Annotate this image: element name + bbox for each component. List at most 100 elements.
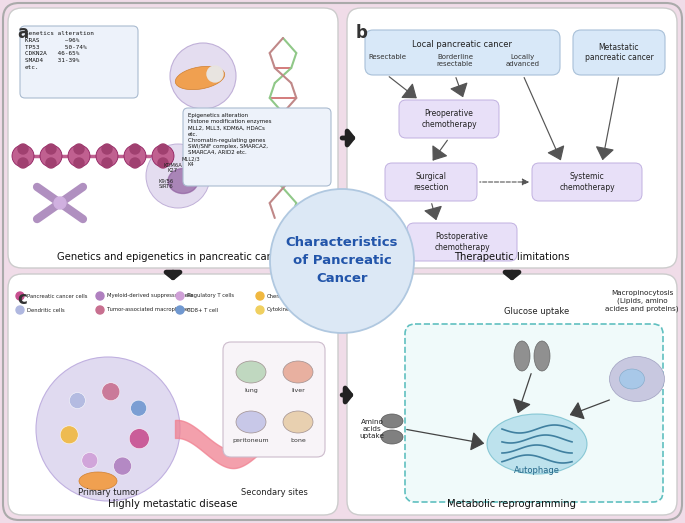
Circle shape: [176, 292, 184, 300]
Text: Tumor-associated macrophages: Tumor-associated macrophages: [107, 308, 191, 313]
Text: a: a: [17, 24, 28, 42]
FancyBboxPatch shape: [573, 30, 665, 75]
Circle shape: [270, 189, 414, 333]
Circle shape: [96, 306, 104, 314]
Circle shape: [96, 145, 118, 167]
Circle shape: [124, 145, 146, 167]
Ellipse shape: [236, 361, 266, 383]
Circle shape: [102, 383, 120, 401]
FancyBboxPatch shape: [20, 26, 138, 98]
Text: bone: bone: [290, 438, 306, 443]
Text: Highly metastatic disease: Highly metastatic disease: [108, 499, 238, 509]
Text: Resectable: Resectable: [368, 54, 406, 60]
Text: Borderline
resectable: Borderline resectable: [437, 54, 473, 67]
Circle shape: [129, 429, 149, 449]
FancyBboxPatch shape: [347, 274, 677, 515]
FancyBboxPatch shape: [399, 100, 499, 138]
Text: CD8+ T cell: CD8+ T cell: [187, 308, 218, 313]
FancyBboxPatch shape: [8, 274, 338, 515]
FancyBboxPatch shape: [365, 30, 560, 75]
Text: Myeloid-derived suppressor cells: Myeloid-derived suppressor cells: [107, 293, 194, 299]
Text: Metastatic
pancreatic cancer: Metastatic pancreatic cancer: [584, 43, 653, 62]
FancyBboxPatch shape: [183, 108, 331, 186]
Text: liver: liver: [291, 388, 305, 393]
Circle shape: [69, 393, 86, 408]
Circle shape: [16, 292, 24, 300]
Text: KDM6A
K27: KDM6A K27: [164, 163, 182, 174]
Circle shape: [16, 306, 24, 314]
Ellipse shape: [487, 414, 587, 474]
Circle shape: [36, 357, 180, 501]
Circle shape: [74, 144, 84, 154]
FancyBboxPatch shape: [3, 3, 682, 520]
Circle shape: [102, 158, 112, 168]
Ellipse shape: [534, 341, 550, 371]
Text: Autophage: Autophage: [514, 466, 560, 475]
Circle shape: [146, 144, 210, 208]
Text: Dendritic cells: Dendritic cells: [27, 308, 65, 313]
Text: lung: lung: [244, 388, 258, 393]
Text: Surgical
resection: Surgical resection: [413, 172, 449, 192]
Circle shape: [256, 306, 264, 314]
FancyBboxPatch shape: [405, 324, 663, 502]
Circle shape: [82, 452, 98, 469]
Ellipse shape: [236, 411, 266, 433]
Circle shape: [170, 43, 236, 109]
Ellipse shape: [168, 168, 198, 194]
Circle shape: [74, 158, 84, 168]
Text: Amino
acids
uptake: Amino acids uptake: [360, 419, 384, 439]
Ellipse shape: [610, 357, 664, 402]
FancyBboxPatch shape: [223, 342, 325, 457]
Ellipse shape: [79, 472, 117, 490]
Circle shape: [18, 158, 28, 168]
Text: Glucose uptake: Glucose uptake: [504, 307, 570, 316]
Circle shape: [102, 144, 112, 154]
Ellipse shape: [381, 430, 403, 444]
Text: Macropinocytosis
(Lipids, amino
acides and proteins): Macropinocytosis (Lipids, amino acides a…: [606, 290, 679, 312]
Circle shape: [158, 158, 168, 168]
Circle shape: [68, 145, 90, 167]
Circle shape: [207, 66, 223, 82]
Text: Preoperative
chemotherapy: Preoperative chemotherapy: [421, 109, 477, 129]
Text: Primary tumor: Primary tumor: [77, 488, 138, 497]
Ellipse shape: [619, 369, 645, 389]
FancyBboxPatch shape: [532, 163, 642, 201]
Ellipse shape: [514, 341, 530, 371]
Text: Regulatory T cells: Regulatory T cells: [187, 293, 234, 299]
Circle shape: [152, 145, 174, 167]
Text: Systemic
chemotherapy: Systemic chemotherapy: [559, 172, 615, 192]
Text: Characteristics
of Pancreatic
Cancer: Characteristics of Pancreatic Cancer: [286, 236, 398, 286]
Text: Chemokines: Chemokines: [267, 293, 299, 299]
Circle shape: [158, 144, 168, 154]
Text: Postoperative
chemotherapy: Postoperative chemotherapy: [434, 232, 490, 252]
Circle shape: [131, 400, 147, 416]
Circle shape: [60, 426, 78, 444]
Text: Genetics alteration
KRAS       ~96%
TP53       50-74%
CDKN2A   46-65%
SMAD4    3: Genetics alteration KRAS ~96% TP53 50-74…: [25, 31, 94, 70]
Text: Metabolic reprogramming: Metabolic reprogramming: [447, 499, 577, 509]
Text: peritoneum: peritoneum: [233, 438, 269, 443]
Text: MLL2/3
K4: MLL2/3 K4: [182, 156, 200, 167]
FancyBboxPatch shape: [347, 8, 677, 268]
Text: Pancreatic cancer cells: Pancreatic cancer cells: [27, 293, 88, 299]
FancyBboxPatch shape: [385, 163, 477, 201]
Circle shape: [130, 158, 140, 168]
Text: Epigenetics alteration
Histone modification enzymes
MLL2, MLL3, KDM6A, HDACs
etc: Epigenetics alteration Histone modificat…: [188, 113, 271, 155]
Text: c: c: [17, 290, 27, 308]
Text: K9/56
SIRT6: K9/56 SIRT6: [158, 178, 173, 189]
Ellipse shape: [381, 414, 403, 428]
Text: Locally
advanced: Locally advanced: [506, 54, 540, 67]
Text: Cytokines: Cytokines: [267, 308, 293, 313]
Text: Therapeutic limitations: Therapeutic limitations: [454, 252, 570, 262]
Text: d: d: [356, 290, 368, 308]
FancyBboxPatch shape: [407, 223, 517, 261]
Circle shape: [96, 292, 104, 300]
Circle shape: [54, 197, 66, 209]
Text: Secondary sites: Secondary sites: [240, 488, 308, 497]
Circle shape: [46, 144, 56, 154]
Circle shape: [40, 145, 62, 167]
Circle shape: [18, 144, 28, 154]
Text: b: b: [356, 24, 368, 42]
Circle shape: [12, 145, 34, 167]
Ellipse shape: [283, 411, 313, 433]
FancyBboxPatch shape: [8, 8, 338, 268]
